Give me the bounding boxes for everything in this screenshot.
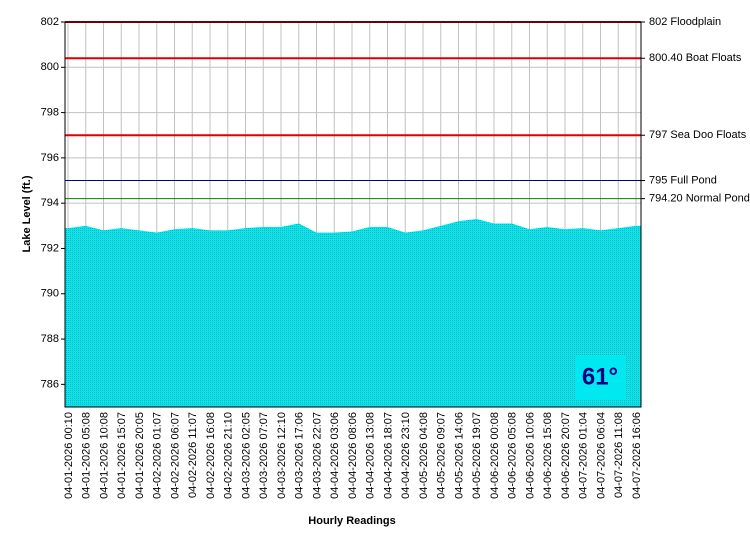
plot-frame: [64, 21, 642, 408]
badge: 61°: [582, 363, 618, 390]
x-tick-label: 04-04-2026 03:06: [329, 412, 341, 499]
y-tick-label: 786: [41, 378, 59, 390]
x-tick-label: 04-02-2026 21:10: [223, 412, 235, 499]
x-tick-label: 04-04-2026 23:10: [400, 412, 412, 499]
y-tick-label: 788: [41, 333, 59, 345]
x-tick-label: 04-06-2026 15:08: [542, 412, 554, 499]
x-tick-label: 04-06-2026 00:08: [489, 412, 501, 499]
x-tick-label: 04-04-2026 08:06: [347, 412, 359, 499]
y-tick-label: 798: [41, 106, 59, 118]
x-tick-label: 04-06-2026 05:08: [507, 412, 519, 499]
x-axis-title: Hourly Readings: [308, 515, 395, 527]
x-tick-label: 04-02-2026 01:07: [152, 412, 164, 499]
x-tick-label: 04-05-2026 09:07: [436, 412, 448, 499]
x-tick-label: 04-07-2026 11:08: [613, 412, 625, 498]
x-tick-label: 04-01-2026 20:05: [134, 412, 146, 499]
badge-box: [575, 355, 625, 399]
x-tick-label: 04-01-2026 10:08: [98, 412, 110, 499]
x-tick-label: 04-01-2026 15:07: [116, 412, 128, 499]
x-tick-label: 04-01-2026 00:10: [63, 412, 75, 499]
x-tick-label: 04-01-2026 05:08: [81, 412, 93, 499]
x-tick-label: 04-05-2026 19:07: [471, 412, 483, 499]
x-tick-label: 04-05-2026 14:06: [453, 412, 465, 499]
x-tick-label: 04-05-2026 04:08: [418, 412, 430, 499]
x-tick-label: 04-07-2026 01:04: [578, 412, 590, 499]
x-tick-label: 04-04-2026 13:08: [365, 412, 377, 499]
x-tick-label: 04-03-2026 02:05: [240, 412, 252, 499]
reference-label: 800.40 Boat Floats: [649, 52, 742, 64]
x-tick-label: 04-07-2026 06:04: [595, 412, 607, 499]
x-tick-label: 04-02-2026 16:08: [205, 412, 217, 499]
x-tick-label: 04-03-2026 12:10: [276, 412, 288, 499]
y-tick-label: 792: [41, 242, 59, 254]
reference-label: 797 Sea Doo Floats: [649, 129, 747, 141]
y-tick-label: 796: [41, 152, 59, 164]
y-axis-title: Lake Level (ft.): [21, 175, 33, 252]
reference-label: 802 Floodplain: [649, 16, 721, 28]
area-texture: [65, 219, 641, 407]
y-tick-label: 790: [41, 288, 59, 300]
x-tick-label: 04-04-2026 18:07: [382, 412, 394, 499]
x-tick-label: 04-03-2026 17:06: [294, 412, 306, 499]
x-tick-label: 04-06-2026 20:07: [560, 412, 572, 499]
x-tick-label: 04-03-2026 22:07: [311, 412, 323, 499]
reference-label: 794.20 Normal Pond: [649, 193, 750, 205]
y-tick-label: 802: [41, 16, 59, 28]
y-tick-label: 800: [41, 61, 59, 73]
x-tick-label: 04-02-2026 11:07: [187, 412, 199, 498]
x-tick-label: 04-02-2026 06:07: [169, 412, 181, 499]
x-tick-label: 04-07-2026 16:06: [631, 412, 643, 499]
x-tick-label: 04-03-2026 07:07: [258, 412, 270, 499]
x-tick-label: 04-06-2026 10:06: [524, 412, 536, 499]
y-tick-label: 794: [41, 197, 59, 209]
reference-label: 795 Full Pond: [649, 174, 717, 186]
